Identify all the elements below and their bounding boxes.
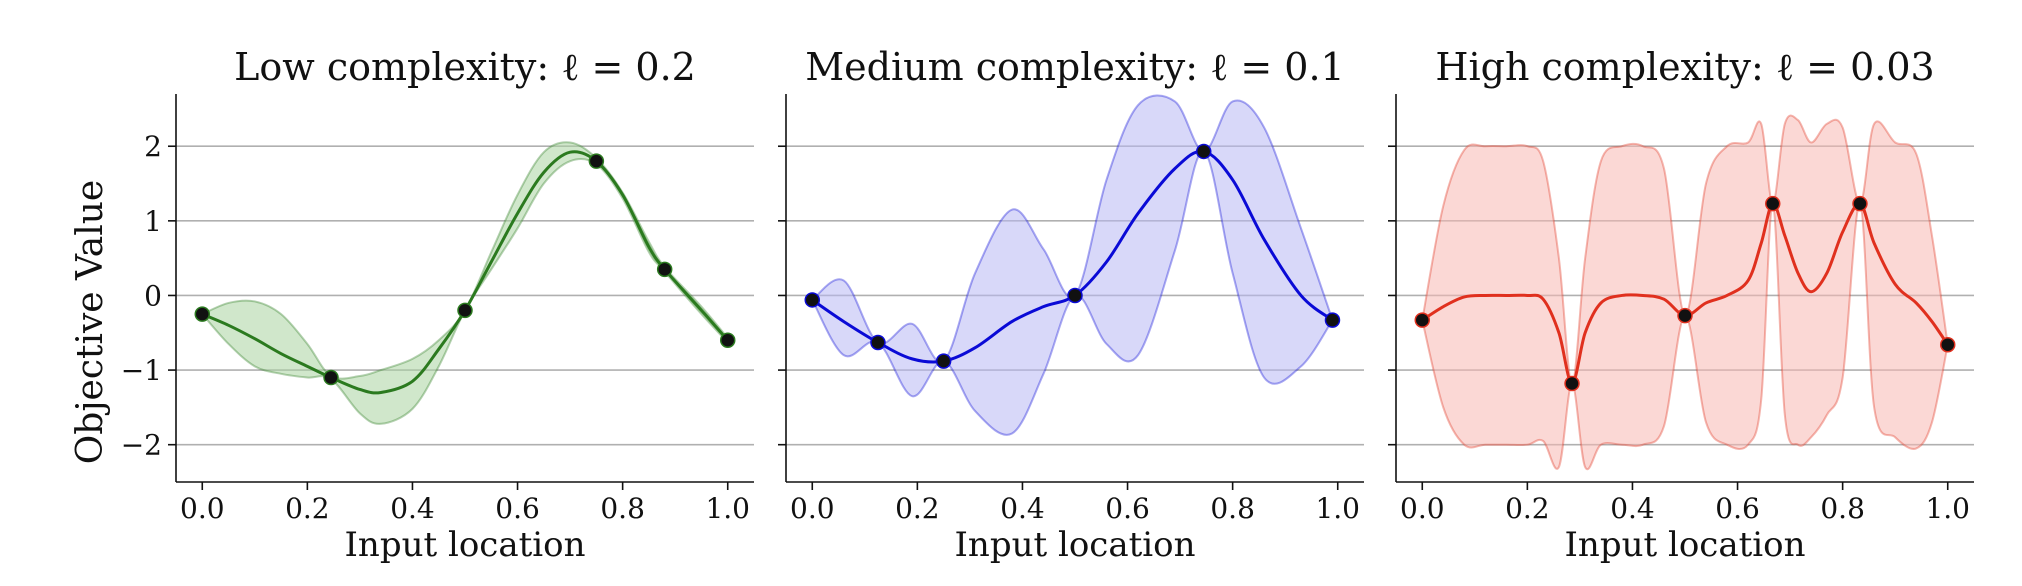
x-tick-label: 0.6 xyxy=(495,492,540,525)
panel-title: High complexity: ℓ = 0.03 xyxy=(1435,45,1934,89)
observation-point xyxy=(804,292,821,308)
y-tick-label: −2 xyxy=(121,429,162,462)
panel-medium-complexity: 0.0 0.2 0.4 0.6 0.8 1.0 Input location Medium c… xyxy=(778,45,1364,565)
x-tick-label: 1.0 xyxy=(1315,492,1360,525)
x-tick-label: 0.8 xyxy=(1820,492,1865,525)
panel-title: Low complexity: ℓ = 0.2 xyxy=(234,45,696,89)
observation-point xyxy=(1324,312,1341,328)
x-tick-label: 1.0 xyxy=(1925,492,1970,525)
x-tick-label: 0.0 xyxy=(180,492,225,525)
x-tick-label: 0.8 xyxy=(1210,492,1255,525)
y-tick-label: −1 xyxy=(121,354,162,387)
x-axis-label: Input location xyxy=(1564,525,1805,565)
x-tick-label: 0.8 xyxy=(600,492,645,525)
observation-point xyxy=(588,153,605,169)
x-tick-label: 0.6 xyxy=(1715,492,1760,525)
observation-point xyxy=(656,261,673,278)
observation-point xyxy=(719,332,736,348)
observation-point xyxy=(1414,312,1431,328)
observation-point xyxy=(1564,375,1580,392)
panel-low-complexity: −2 −1 0 1 2 0.0 0.2 0.4 0.6 0.8 1.0 Input location L… xyxy=(121,45,754,565)
x-tick-label: 1.0 xyxy=(705,492,750,525)
observation-point xyxy=(935,353,952,369)
x-tick-label: 0.0 xyxy=(790,492,835,525)
panel-high-complexity: 0.0 0.2 0.4 0.6 0.8 1.0 Input location High com… xyxy=(1388,45,1974,565)
x-tick-label: 0.2 xyxy=(285,492,330,525)
observation-point xyxy=(1195,143,1212,160)
x-tick-label: 0.2 xyxy=(1505,492,1550,525)
observation-point xyxy=(1852,195,1868,212)
y-axis-label: Objective Value xyxy=(70,180,111,464)
x-tick-label: 0.4 xyxy=(390,492,435,525)
observation-point xyxy=(1677,307,1693,324)
observation-point xyxy=(194,306,211,322)
y-tick-label: 2 xyxy=(144,130,162,163)
uncertainty-band xyxy=(200,141,729,425)
y-tick-label: 0 xyxy=(144,279,162,312)
uncertainty-band xyxy=(1421,114,1949,471)
observation-point xyxy=(457,302,473,319)
panel-title: Medium complexity: ℓ = 0.1 xyxy=(805,45,1344,89)
x-tick-label: 0.2 xyxy=(895,492,940,525)
observation-point xyxy=(1067,287,1083,304)
x-tick-label: 0.6 xyxy=(1105,492,1150,525)
x-tick-label: 0.0 xyxy=(1400,492,1445,525)
x-tick-label: 0.4 xyxy=(1000,492,1045,525)
observation-point xyxy=(870,334,886,351)
observation-point xyxy=(1765,195,1781,212)
x-axis-label: Input location xyxy=(344,525,585,565)
observation-point xyxy=(1939,336,1956,353)
observation-point xyxy=(323,369,339,386)
x-axis-label: Input location xyxy=(954,525,1195,565)
y-tick-label: 1 xyxy=(144,205,162,238)
x-tick-label: 0.4 xyxy=(1610,492,1655,525)
